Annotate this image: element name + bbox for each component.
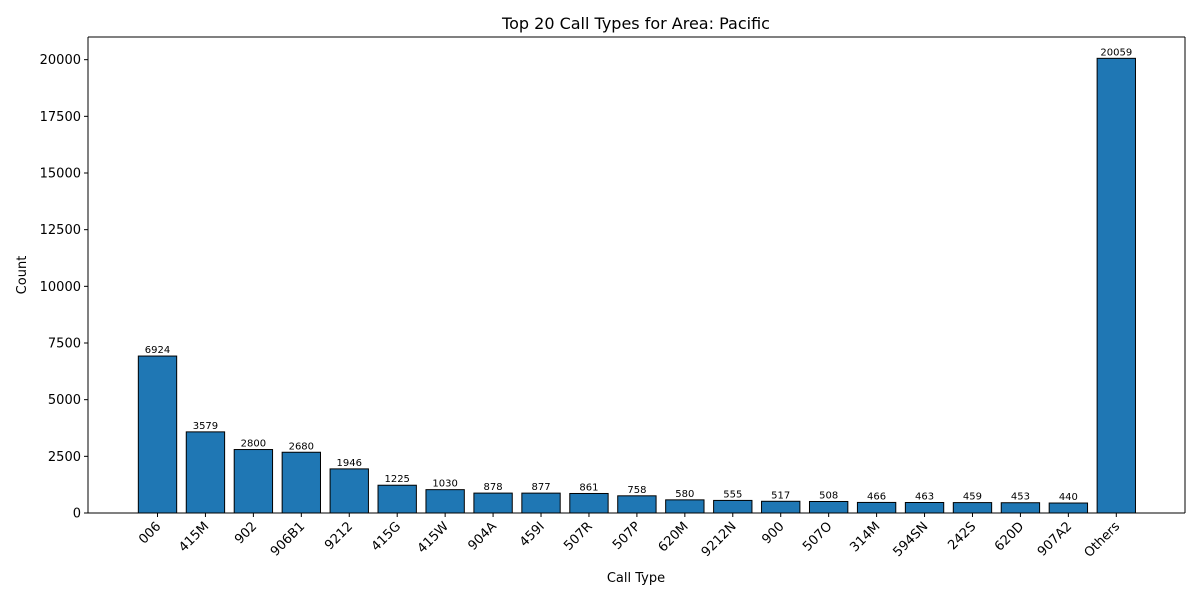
x-tick-label: 620M bbox=[656, 519, 692, 555]
data-label-904A: 878 bbox=[484, 482, 503, 493]
data-label-9212N: 555 bbox=[723, 489, 742, 500]
y-tick-label: 7500 bbox=[48, 337, 81, 352]
chart-title: Top 20 Call Types for Area: Pacific bbox=[501, 14, 770, 33]
x-tick-label: 507R bbox=[561, 519, 596, 554]
data-label-415G: 1225 bbox=[384, 474, 409, 485]
data-label-620M: 580 bbox=[675, 489, 694, 500]
data-label-242S: 459 bbox=[963, 492, 982, 503]
data-label-507R: 861 bbox=[579, 482, 598, 493]
bar-415M bbox=[185, 431, 226, 514]
x-tick-label: 620D bbox=[992, 519, 1027, 554]
bar-902 bbox=[233, 449, 274, 514]
data-label-Others: 20059 bbox=[1100, 47, 1132, 58]
bar-906B1 bbox=[281, 451, 321, 514]
bar-900 bbox=[761, 500, 801, 514]
x-tick-label: 415M bbox=[176, 519, 212, 555]
x-tick-label: 904A bbox=[465, 519, 500, 554]
y-axis-label: Count bbox=[15, 256, 30, 295]
y-tick-label: 20000 bbox=[40, 53, 81, 68]
y-tick-label: 0 bbox=[73, 507, 81, 522]
x-tick-label: 9212N bbox=[699, 519, 740, 560]
x-tick-label: 242S bbox=[945, 519, 979, 553]
x-tick-label: 006 bbox=[136, 519, 164, 547]
y-tick-label: 12500 bbox=[40, 223, 81, 238]
x-tick-label: 415G bbox=[369, 519, 404, 554]
x-tick-label: Others bbox=[1082, 519, 1124, 561]
bar-006 bbox=[137, 355, 178, 514]
bar-507P bbox=[617, 495, 657, 514]
x-tick-label: 594SN bbox=[890, 519, 931, 560]
data-label-620D: 453 bbox=[1011, 492, 1030, 503]
data-label-459I: 877 bbox=[531, 482, 550, 493]
y-tick-label: 10000 bbox=[40, 280, 81, 295]
x-tick-label: 459I bbox=[517, 519, 548, 550]
bar-907A2 bbox=[1048, 502, 1089, 514]
x-tick-label: 415W bbox=[415, 519, 452, 556]
data-label-907A2: 440 bbox=[1059, 492, 1078, 503]
y-tick-label: 5000 bbox=[48, 393, 81, 408]
data-label-906B1: 2680 bbox=[289, 441, 314, 452]
plot-area: 6924 3579 2800 2680 1946 1225 1030 878 877 861 758… bbox=[40, 36, 1186, 561]
bar-904A bbox=[473, 492, 513, 514]
bar-314M bbox=[856, 501, 897, 514]
bar-9212N bbox=[713, 499, 753, 514]
data-label-900: 517 bbox=[771, 490, 790, 501]
data-label-9212: 1946 bbox=[337, 458, 362, 469]
bar-415G bbox=[377, 484, 417, 514]
data-label-507O: 508 bbox=[819, 490, 838, 501]
x-tick-label: 507O bbox=[800, 519, 835, 554]
data-label-507P: 758 bbox=[627, 485, 646, 496]
y-tick-label: 15000 bbox=[40, 167, 81, 182]
data-label-314M: 466 bbox=[867, 491, 886, 502]
bar-9212 bbox=[329, 468, 369, 514]
x-tick-label: 906B1 bbox=[268, 519, 308, 559]
x-axis-label: Call Type bbox=[607, 571, 665, 586]
bar-415W bbox=[425, 489, 465, 514]
data-label-006: 6924 bbox=[145, 345, 170, 356]
x-tick-label: 907A2 bbox=[1035, 519, 1075, 559]
bar-594SN bbox=[904, 502, 945, 514]
bar-620D bbox=[1000, 502, 1041, 514]
data-label-415M: 3579 bbox=[193, 421, 218, 432]
data-label-902: 2800 bbox=[241, 439, 266, 450]
bar-Others bbox=[1096, 57, 1136, 514]
x-tick-label: 507P bbox=[610, 519, 644, 553]
y-tick-label: 17500 bbox=[40, 110, 81, 125]
bar-620M bbox=[665, 499, 705, 514]
data-label-415W: 1030 bbox=[432, 479, 457, 490]
y-tick-label: 2500 bbox=[48, 450, 81, 465]
bar-507O bbox=[808, 500, 849, 514]
bar-507R bbox=[569, 492, 609, 514]
x-tick-label: 900 bbox=[759, 519, 787, 547]
x-tick-label: 9212 bbox=[322, 519, 356, 553]
x-tick-label: 314M bbox=[847, 519, 883, 555]
x-tick-label: 902 bbox=[232, 519, 260, 547]
bar-242S bbox=[952, 502, 993, 514]
bar-459I bbox=[521, 492, 561, 514]
data-label-594SN: 463 bbox=[915, 492, 934, 503]
